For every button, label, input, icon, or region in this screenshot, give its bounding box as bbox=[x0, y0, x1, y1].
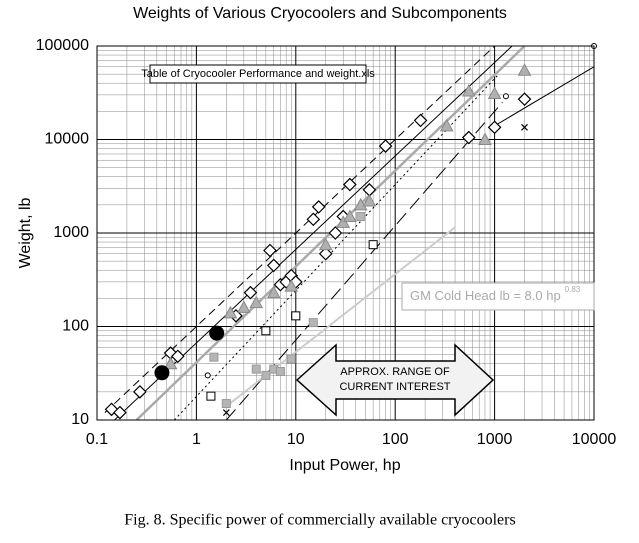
data-point bbox=[502, 93, 509, 100]
y-tick-label: 1000 bbox=[53, 224, 89, 241]
data-point bbox=[343, 177, 357, 192]
data-point bbox=[209, 325, 225, 341]
data-point bbox=[439, 118, 454, 132]
data-point bbox=[318, 237, 333, 251]
fit-formula: GM Cold Head lb = 8.0 hp bbox=[410, 288, 561, 303]
data-point bbox=[133, 385, 147, 399]
y-tick-label: 100000 bbox=[36, 37, 89, 54]
data-point bbox=[251, 364, 261, 374]
data-point bbox=[378, 139, 393, 153]
data-point bbox=[163, 356, 178, 370]
data-point bbox=[311, 200, 326, 214]
data-point bbox=[413, 113, 428, 128]
reference-line bbox=[104, 46, 495, 413]
data-point bbox=[243, 285, 258, 300]
x-tick-label: 1000 bbox=[477, 431, 513, 448]
markers bbox=[104, 43, 597, 420]
y-tick-label: 10 bbox=[71, 411, 89, 428]
data-point bbox=[286, 354, 296, 364]
data-point bbox=[308, 318, 318, 328]
data-point bbox=[263, 243, 277, 258]
arrow-text: CURRENT INTEREST bbox=[339, 381, 450, 393]
data-point bbox=[521, 123, 528, 131]
data-point bbox=[275, 367, 285, 377]
reference-line bbox=[173, 73, 500, 420]
y-tick-label: 100 bbox=[62, 318, 89, 335]
data-point bbox=[487, 86, 502, 100]
arrow-text: APPROX. RANGE OF bbox=[340, 366, 450, 378]
data-point bbox=[356, 212, 366, 222]
data-point bbox=[517, 63, 532, 76]
data-point bbox=[478, 132, 492, 145]
data-point bbox=[204, 372, 211, 379]
x-tick-label: 10 bbox=[287, 431, 305, 448]
data-point bbox=[221, 399, 231, 409]
data-point bbox=[328, 226, 343, 240]
data-point bbox=[249, 295, 264, 309]
data-point bbox=[461, 130, 476, 145]
data-point bbox=[306, 212, 321, 227]
data-point bbox=[206, 391, 216, 401]
fit-box bbox=[401, 282, 595, 311]
note: Table of Cryocooler Performance and weig… bbox=[141, 68, 375, 80]
reference-line bbox=[494, 66, 594, 127]
x-tick-label: 1 bbox=[192, 431, 201, 448]
y-tick-label: 10000 bbox=[45, 131, 90, 148]
data-point bbox=[154, 365, 170, 381]
chart-title: Weights of Various Cryocoolers and Subco… bbox=[133, 5, 507, 22]
data-point bbox=[236, 300, 251, 313]
x-tick-label: 0.1 bbox=[86, 431, 108, 448]
data-point bbox=[209, 352, 219, 362]
grid bbox=[96, 45, 595, 421]
data-point bbox=[261, 326, 271, 336]
data-point bbox=[266, 285, 281, 299]
data-point bbox=[291, 311, 301, 321]
data-point bbox=[368, 240, 378, 250]
fit-label: GM Cold Head lb = 8.0 hp 0.83 bbox=[410, 285, 581, 303]
data-point bbox=[170, 349, 185, 364]
y-axis-title: Weight, lb bbox=[17, 197, 34, 268]
plot-frame bbox=[96, 45, 595, 421]
x-tick-label: 100 bbox=[382, 431, 409, 448]
data-point bbox=[113, 405, 127, 420]
data-point bbox=[461, 83, 476, 97]
range-arrow bbox=[295, 343, 495, 417]
fit-exponent: 0.83 bbox=[565, 285, 581, 294]
data-point bbox=[517, 92, 532, 107]
data-point bbox=[343, 209, 357, 223]
data-point bbox=[261, 370, 271, 380]
data-point bbox=[362, 193, 377, 207]
data-point bbox=[266, 258, 281, 273]
data-point bbox=[222, 409, 230, 417]
data-point bbox=[223, 305, 238, 319]
data-point bbox=[487, 120, 502, 135]
x-tick-label: 10000 bbox=[572, 431, 617, 448]
note-box bbox=[149, 64, 367, 84]
x-axis-title: Input Power, hp bbox=[289, 457, 400, 474]
data-point bbox=[318, 246, 333, 261]
data-point bbox=[284, 279, 299, 292]
caption: Fig. 8. Specific power of commercially a… bbox=[124, 512, 515, 529]
